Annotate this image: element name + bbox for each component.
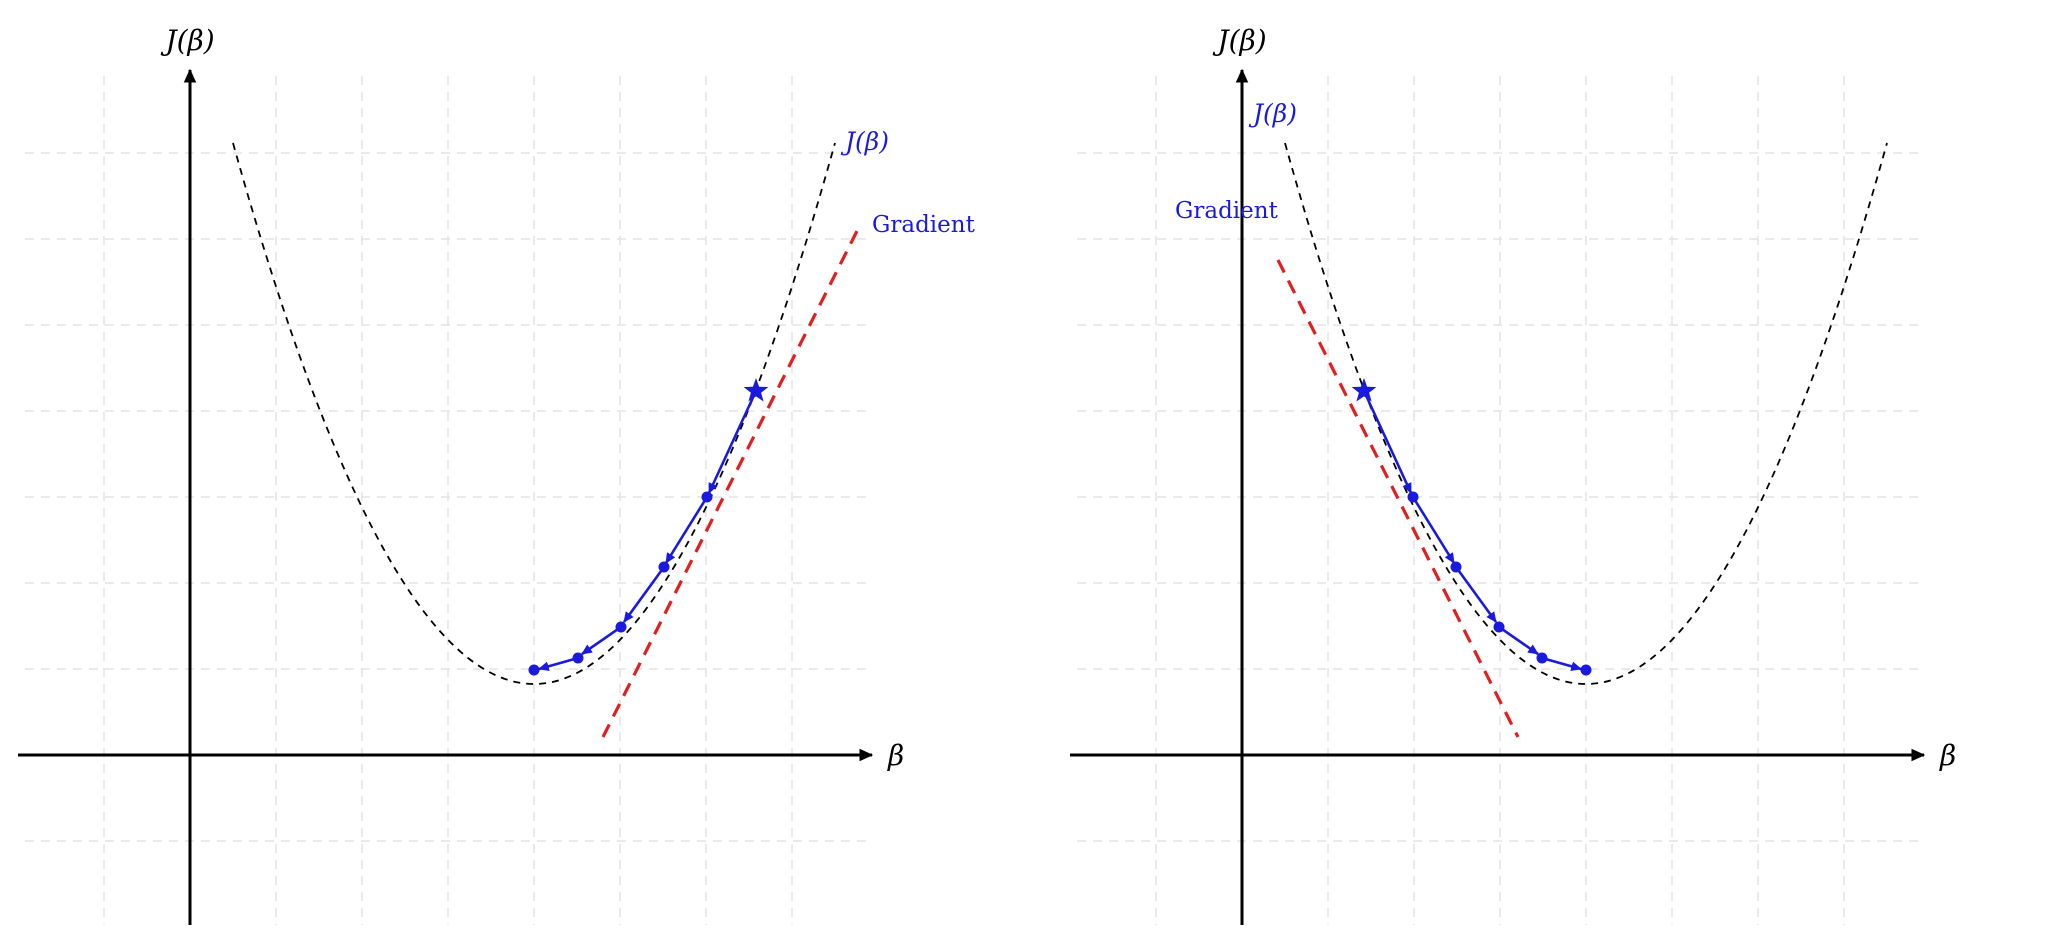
left-panel: J(β) β J(β) Gradient (18, 24, 976, 925)
left-minimum-point (528, 664, 540, 676)
left-y-axis-label: J(β) (160, 24, 214, 57)
right-minimum-point (1580, 664, 1592, 676)
left-gradient-line (601, 224, 862, 738)
right-x-axis-label: β (1939, 739, 1956, 772)
left-x-axis-label: β (887, 739, 904, 772)
left-step-point (658, 561, 670, 573)
left-gradient-label: Gradient (872, 212, 976, 238)
right-y-axis-label: J(β) (1212, 24, 1266, 57)
right-gradient-label: Gradient (1175, 198, 1279, 224)
right-panel: J(β) β J(β) Gradient (1070, 24, 1956, 925)
right-step-point (1536, 652, 1548, 664)
right-curve-label: J(β) (1248, 99, 1297, 128)
left-grid (25, 76, 870, 925)
right-gradient-line (1276, 259, 1520, 738)
left-start-star-icon (743, 378, 769, 402)
left-curve-label: J(β) (840, 127, 889, 156)
right-step-point (1450, 561, 1462, 573)
right-start-star-icon (1351, 378, 1377, 402)
left-step-point (615, 621, 627, 633)
left-step-point (701, 491, 713, 503)
right-step-point (1407, 491, 1419, 503)
right-grid (1077, 76, 1922, 925)
left-cost-curve (232, 142, 836, 685)
right-descent-path (1351, 378, 1592, 676)
left-step-point (572, 652, 584, 664)
left-descent-path (528, 378, 769, 676)
right-cost-curve (1284, 142, 1888, 685)
right-step-point (1493, 621, 1505, 633)
